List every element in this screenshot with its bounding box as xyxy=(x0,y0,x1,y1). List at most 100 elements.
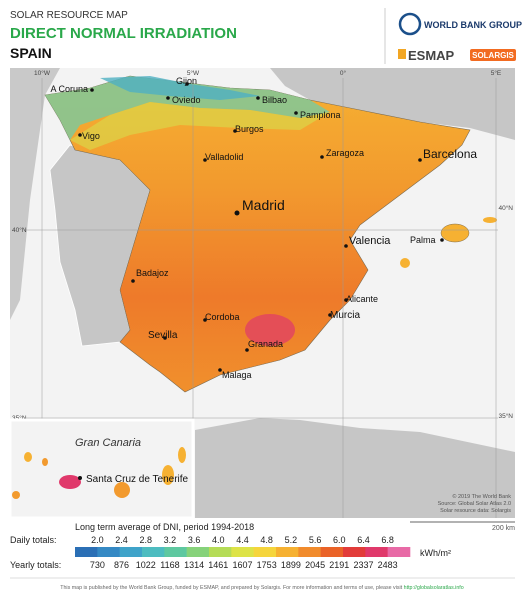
yearly-tick: 1461 xyxy=(208,560,228,570)
north-transition xyxy=(70,102,330,150)
city-label: Palma xyxy=(410,235,436,245)
cantabrian-low xyxy=(100,76,260,100)
daily-tick: 3.6 xyxy=(188,535,201,545)
legend-swatch xyxy=(75,547,98,557)
island xyxy=(24,452,32,462)
legend-swatch xyxy=(253,547,277,557)
daily-tick: 2.8 xyxy=(139,535,152,545)
parallel-label: 35°N xyxy=(498,412,513,420)
yearly-tick: 2191 xyxy=(329,560,349,570)
city-label: Murcia xyxy=(330,310,360,321)
city-label: Barcelona xyxy=(423,147,477,161)
city-dot xyxy=(78,476,82,480)
yearly-tick: 876 xyxy=(114,560,129,570)
meridian-label: 0° xyxy=(340,69,347,77)
yearly-tick: 1753 xyxy=(257,560,277,570)
yearly-tick: 1168 xyxy=(160,560,179,570)
mallorca xyxy=(440,223,470,243)
scale-label: 200 km xyxy=(492,525,515,532)
graticule: 10°W 5°W 0° 5°E 40°N 40°N 35°N 35°N xyxy=(12,69,513,518)
inset-title: Gran Canaria xyxy=(75,437,141,449)
daily-tick: 6.4 xyxy=(357,535,370,545)
city-dot xyxy=(344,244,348,248)
city-label: Alicante xyxy=(346,294,378,304)
credit: © 2019 The World Bank xyxy=(452,493,511,500)
legend-swatch xyxy=(97,547,120,557)
city-label: Burgos xyxy=(235,124,264,134)
daily-tick: 2.0 xyxy=(91,535,104,545)
city-dot xyxy=(166,96,170,100)
credit: Source: Global Solar Atlas 2.0 xyxy=(438,501,511,507)
city-dot xyxy=(131,279,135,283)
footer-link[interactable]: http://globalsolaratlas.info xyxy=(404,585,464,591)
lanzarote xyxy=(178,447,186,463)
city-label: Oviedo xyxy=(172,95,201,105)
city-dot xyxy=(233,129,237,133)
inset xyxy=(8,418,195,520)
city-label: Zaragoza xyxy=(326,148,364,158)
legend-swatch xyxy=(320,547,344,557)
meridian-label: 5°W xyxy=(187,69,200,77)
legend-swatch xyxy=(119,547,143,557)
city-dot xyxy=(90,88,94,92)
esmap-text: ESMAP xyxy=(408,48,455,63)
country: SPAIN xyxy=(10,45,52,61)
city-label: Valladolid xyxy=(205,152,243,162)
city-label: A Coruna xyxy=(50,84,88,94)
city-label: Gijon xyxy=(176,76,197,86)
legend-swatch xyxy=(209,547,232,557)
city-label: Granada xyxy=(248,339,283,349)
cities: A Coruna Gijon Oviedo Bilbao Pamplona Burgos V… xyxy=(50,76,477,380)
world-bank-logo xyxy=(398,12,422,36)
legend-swatch xyxy=(343,547,366,557)
city-dot xyxy=(294,111,298,115)
city-dot xyxy=(344,298,348,302)
legend-caption: Long term average of DNI, period 1994-20… xyxy=(75,522,254,532)
yearly-tick: 2045 xyxy=(305,560,325,570)
yearly-label: Yearly totals: xyxy=(10,560,61,570)
ibiza xyxy=(400,258,410,268)
yearly-tick: 2337 xyxy=(353,560,373,570)
city-dot xyxy=(245,348,249,352)
city-dot xyxy=(218,368,222,372)
daily-tick: 4.0 xyxy=(212,535,225,545)
meridian-label: 5°E xyxy=(491,69,502,77)
daily-tick: 4.4 xyxy=(236,535,249,545)
unit: kWh/m² xyxy=(420,548,451,558)
legend-swatch xyxy=(276,547,299,557)
legend-swatch xyxy=(186,547,210,557)
legend: 2.0 730 2.4 876 2.8 1022 3.2 1168 3.6 1314 4.0 1461… xyxy=(75,535,411,570)
legend-swatch xyxy=(298,547,321,557)
granada-high xyxy=(245,314,295,346)
yearly-tick: 1022 xyxy=(136,560,156,570)
parallel-label: 35°N xyxy=(12,414,27,422)
credit: Solar resource data: Solargis xyxy=(440,508,511,514)
atlantic-edge xyxy=(10,68,60,320)
city-label: Badajoz xyxy=(136,268,169,278)
daily-tick: 6.8 xyxy=(381,535,394,545)
city-label: Vigo xyxy=(82,131,100,141)
yearly-tick: 1314 xyxy=(184,560,204,570)
daily-tick: 6.0 xyxy=(333,535,346,545)
africa xyxy=(195,418,515,518)
fuerteventura xyxy=(162,465,174,485)
city-dot xyxy=(256,96,260,100)
legend-swatch xyxy=(387,547,411,557)
menorca xyxy=(483,217,497,223)
city-dot xyxy=(203,318,207,322)
city-label: Bilbao xyxy=(262,95,287,105)
yearly-tick: 730 xyxy=(90,560,105,570)
france xyxy=(270,68,515,140)
yearly-tick: 1899 xyxy=(281,560,301,570)
daily-tick: 3.2 xyxy=(164,535,177,545)
solargis-text: SOLARGIS xyxy=(472,51,514,60)
city-dot xyxy=(185,82,189,86)
footer-text: This map is published by the World Bank … xyxy=(60,585,402,591)
yearly-tick: 1607 xyxy=(232,560,252,570)
city-dot xyxy=(440,238,444,242)
solargis-badge xyxy=(470,49,516,61)
gran-canaria xyxy=(114,482,130,498)
world-bank-text: WORLD BANK GROUP xyxy=(424,20,522,30)
inset-city: Santa Cruz de Tenerife xyxy=(86,474,189,485)
legend-swatch xyxy=(142,547,165,557)
